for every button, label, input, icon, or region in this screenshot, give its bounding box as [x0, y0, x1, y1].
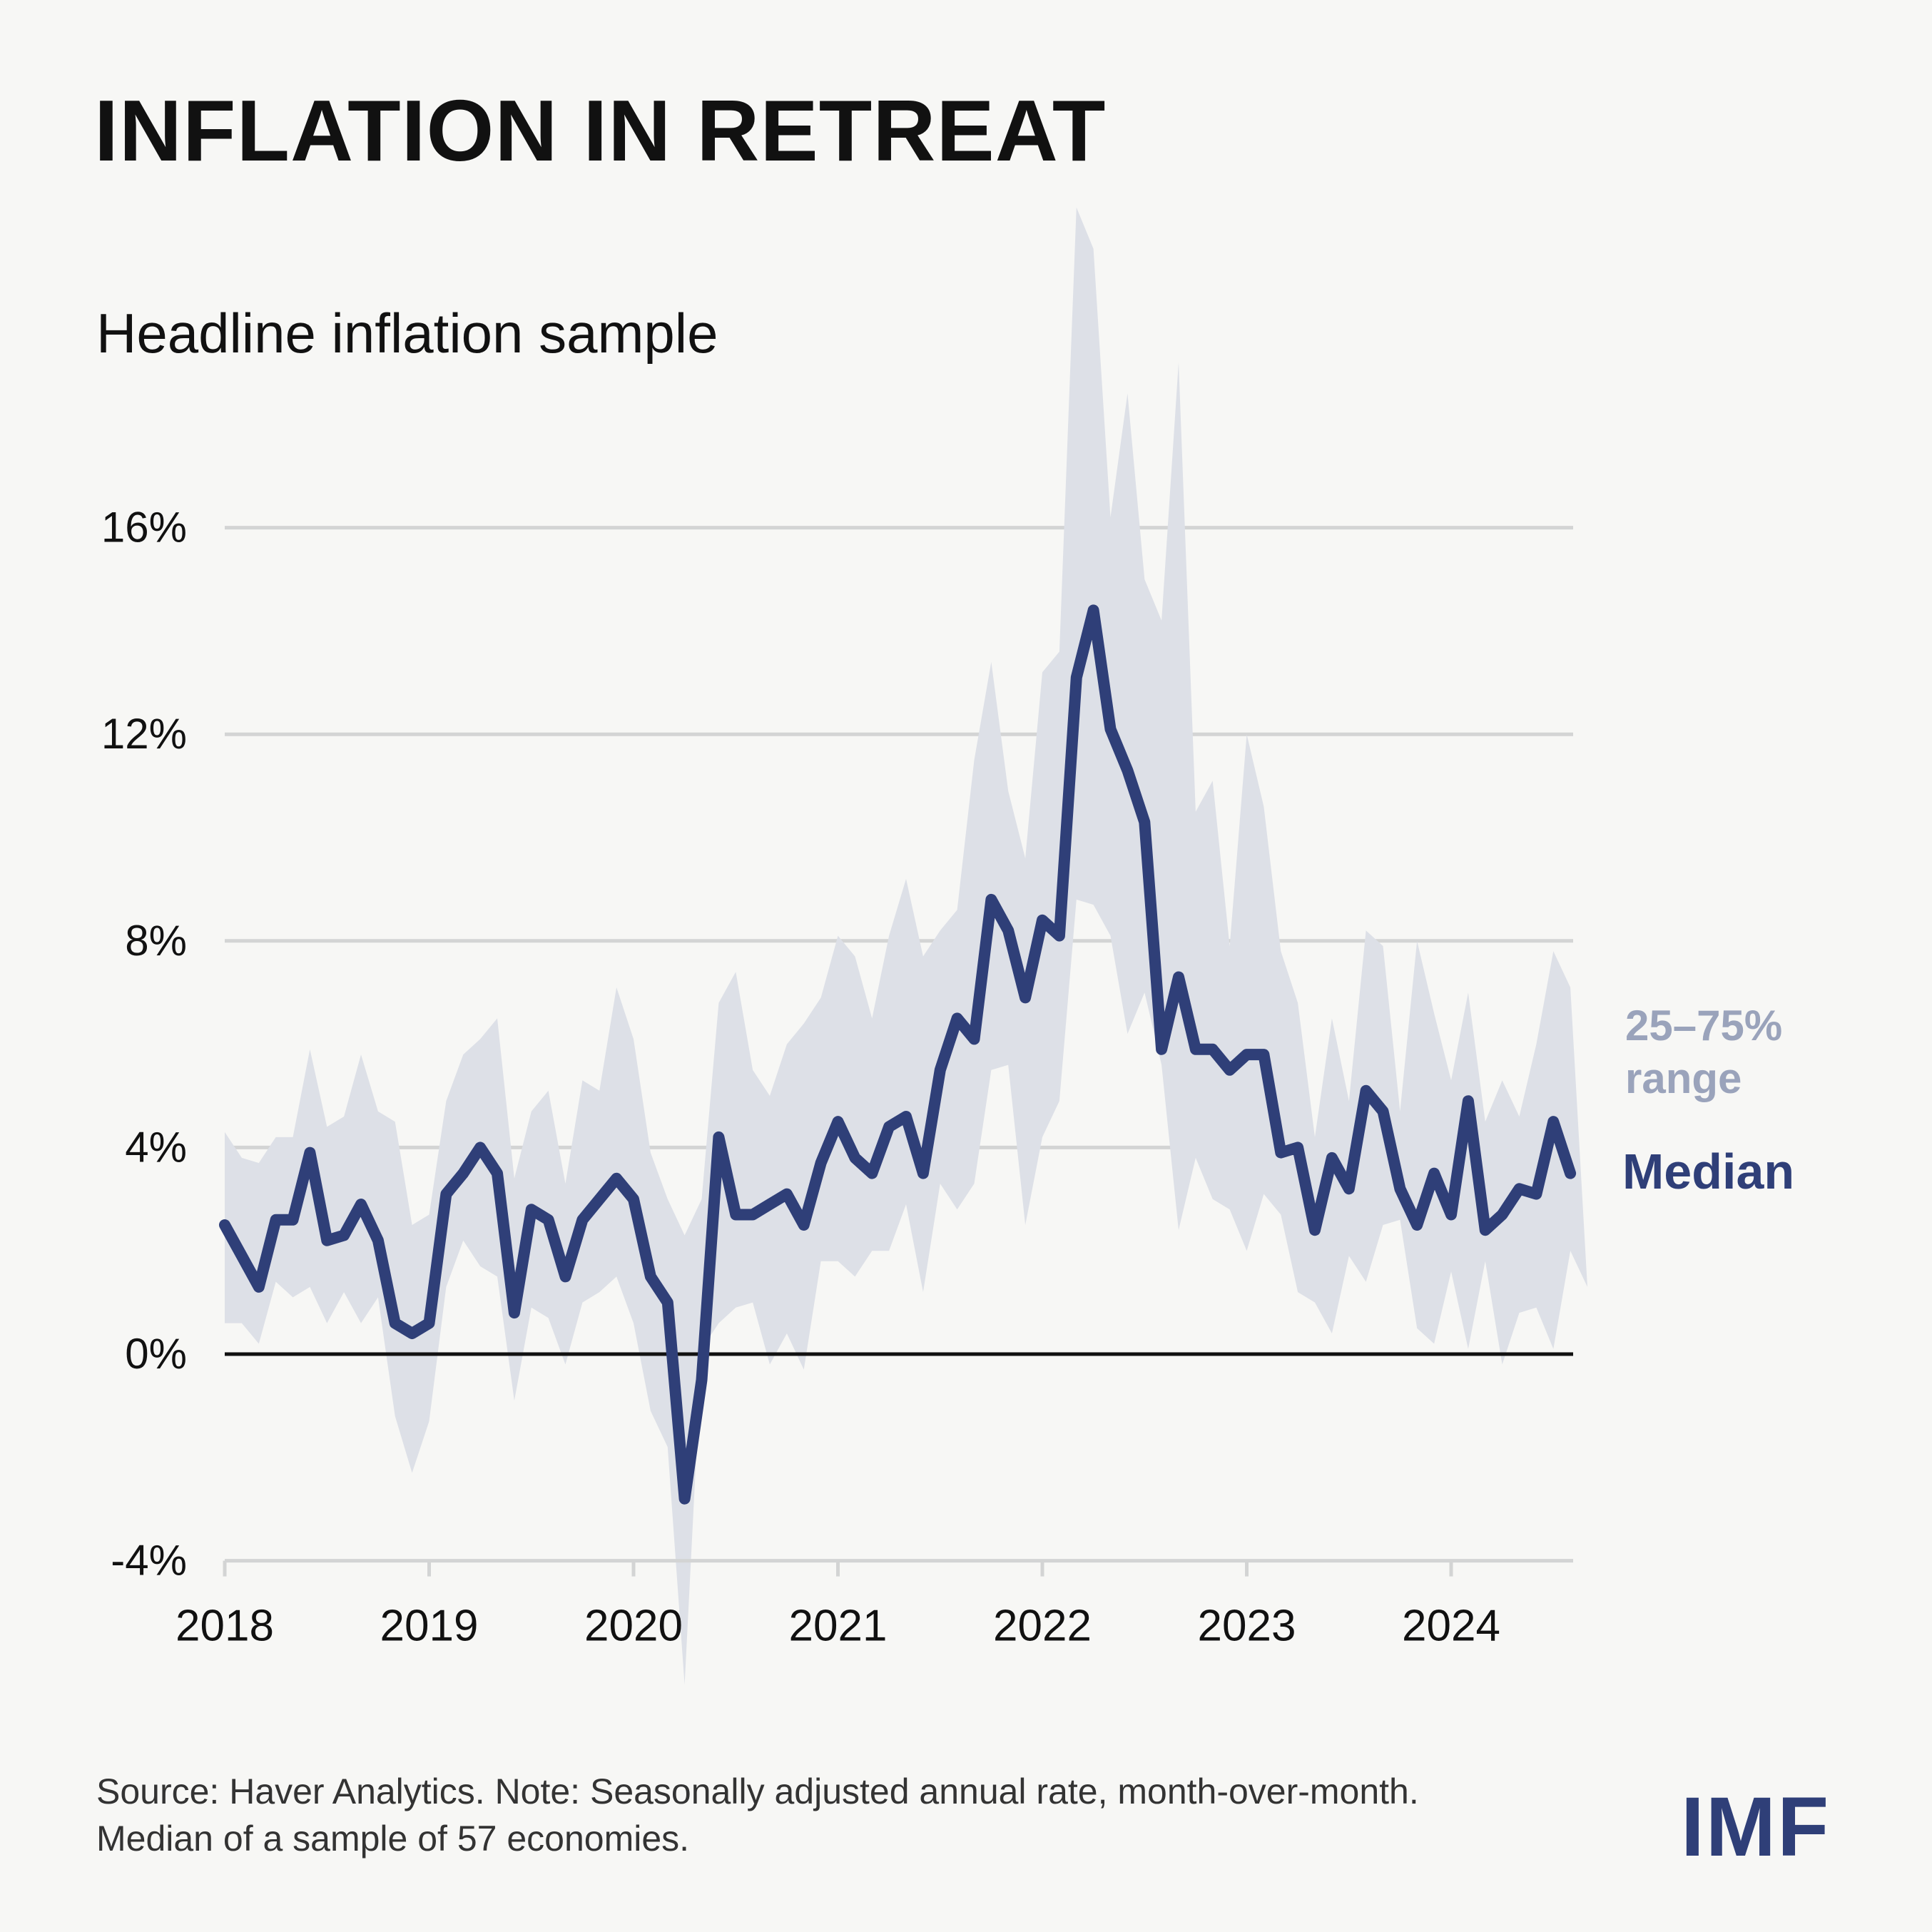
x-tick-label: 2023: [1198, 1602, 1296, 1651]
median-label: Median: [1622, 1144, 1794, 1199]
x-tick-label: 2020: [584, 1602, 683, 1651]
x-tick-label: 2024: [1402, 1602, 1500, 1651]
y-tick-label: 8%: [125, 917, 187, 965]
chart-title: INFLATION IN RETREAT: [94, 82, 1107, 179]
x-tick-label: 2019: [380, 1602, 479, 1651]
y-tick-label: -4%: [111, 1537, 187, 1585]
y-tick-label: 12%: [101, 710, 187, 758]
range-band-25-75: [225, 207, 1587, 1685]
range-band-layer: [225, 207, 1587, 1685]
imf-logo: IMF: [1681, 1780, 1831, 1874]
y-tick-label: 16%: [101, 504, 187, 551]
source-note: Source: Haver Analytics. Note: Seasonall…: [96, 1768, 1630, 1862]
y-tick-label: 4%: [125, 1123, 187, 1171]
x-tick-label: 2018: [176, 1602, 274, 1651]
median-series-line: [219, 604, 1577, 1505]
range-label-line1: 25–75%: [1625, 1002, 1782, 1049]
chart-subtitle: Headline inflation sample: [96, 302, 718, 365]
x-tick-label: 2021: [789, 1602, 888, 1651]
range-label-line2: range: [1625, 1054, 1742, 1102]
source-note-line1: Source: Haver Analytics. Note: Seasonall…: [96, 1771, 1419, 1811]
y-tick-label: 0%: [125, 1330, 187, 1378]
x-axis: [223, 1559, 1573, 1577]
median-line-layer: [219, 604, 1577, 1505]
source-note-line2: Median of a sample of 57 economies.: [96, 1819, 690, 1859]
x-tick-label: 2022: [993, 1602, 1092, 1651]
tick-labels: -4% 0% 4% 8% 12% 16% 2018 2019 2020 2021 2022 2023 2…: [101, 504, 1500, 1651]
